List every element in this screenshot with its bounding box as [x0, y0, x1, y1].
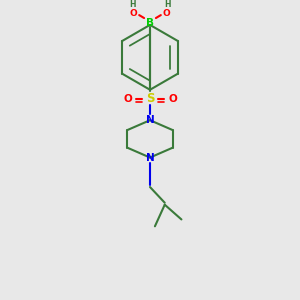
Text: N: N	[146, 115, 154, 125]
Text: O: O	[123, 94, 132, 103]
Text: O: O	[163, 9, 171, 18]
Text: N: N	[146, 152, 154, 163]
Text: H: H	[164, 0, 171, 9]
Text: O: O	[129, 9, 137, 18]
Text: O: O	[168, 94, 177, 103]
Text: B: B	[146, 18, 154, 28]
Text: S: S	[146, 92, 154, 105]
Text: H: H	[129, 0, 136, 9]
